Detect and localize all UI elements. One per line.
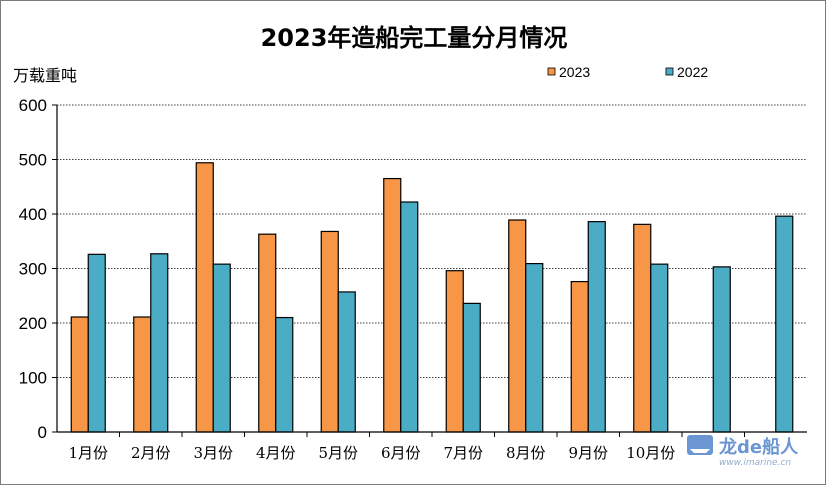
bar-2023-9 [570,280,589,433]
legend-label-2023: 2023 [559,64,590,80]
x-tick-label: 8月份 [506,444,546,462]
bar-2022-1 [87,253,106,433]
bar-2023-7 [445,270,464,433]
x-tick-label: 1月份 [68,444,108,462]
x-tick-label: 5月份 [318,444,358,462]
bar-2022-3 [212,263,231,433]
gridlines [57,104,807,378]
x-tick-label: 7月份 [443,444,483,462]
bar-2022-8 [525,262,544,433]
y-tick-label: 600 [19,96,47,115]
x-tick-label: 3月份 [193,444,233,462]
bar-2022-5 [337,291,356,433]
axes [56,105,807,433]
bar-2023-1 [70,316,89,433]
bar-2022-10 [650,263,669,433]
y-tick-label: 400 [19,205,47,224]
legend-swatch-2023 [547,67,556,76]
y-tick-label: 100 [19,369,47,388]
bar-2022-7 [462,302,481,433]
bar-2023-4 [258,233,277,433]
y-tick-label: 200 [19,314,47,333]
y-tick-label: 0 [38,423,47,442]
bar-2023-10 [633,223,652,433]
y-tick-label: 300 [19,260,47,279]
x-tick-label: 6月份 [381,444,421,462]
watermark-logo-text: 龙de船人 [719,436,799,458]
bar-2023-8 [508,219,527,433]
bar-2023-3 [195,162,214,433]
ship-icon [690,449,710,453]
bar-2023-2 [133,316,152,433]
x-tick-label: 2月份 [131,444,171,462]
y-axis-ticks: 0 100 200 300 400 500 600 [19,96,57,442]
x-tick-label: 10月份 [626,444,675,462]
bar-2023-6 [383,177,402,433]
legend: 2023 2022 [547,64,708,80]
legend-label-2022: 2022 [677,64,708,80]
x-axis-ticks: 1月份 2月份 3月份 4月份 5月份 6月份 7月份 8月份 9月份 10月份 [68,432,745,462]
bar-2022-2 [150,253,169,433]
bar-2023-5 [320,230,339,433]
bar-2022-4 [275,316,294,433]
bar-2022-6 [400,201,419,433]
bar-2022-12 [775,215,794,433]
watermark-url: www.imarine.cn [719,458,791,468]
x-tick-label: 9月份 [568,444,608,462]
chart-title: 2023年造船完工量分月情况 [261,24,568,52]
legend-swatch-2022 [665,67,674,76]
x-tick-label: 4月份 [256,444,296,462]
y-axis-label: 万载重吨 [13,66,77,85]
bar-2022-9 [587,221,606,433]
watermark: 龙de船人 www.imarine.cn [687,435,799,468]
y-tick-label: 500 [19,151,47,170]
bars [70,162,794,433]
bar-2022-11 [712,266,731,433]
